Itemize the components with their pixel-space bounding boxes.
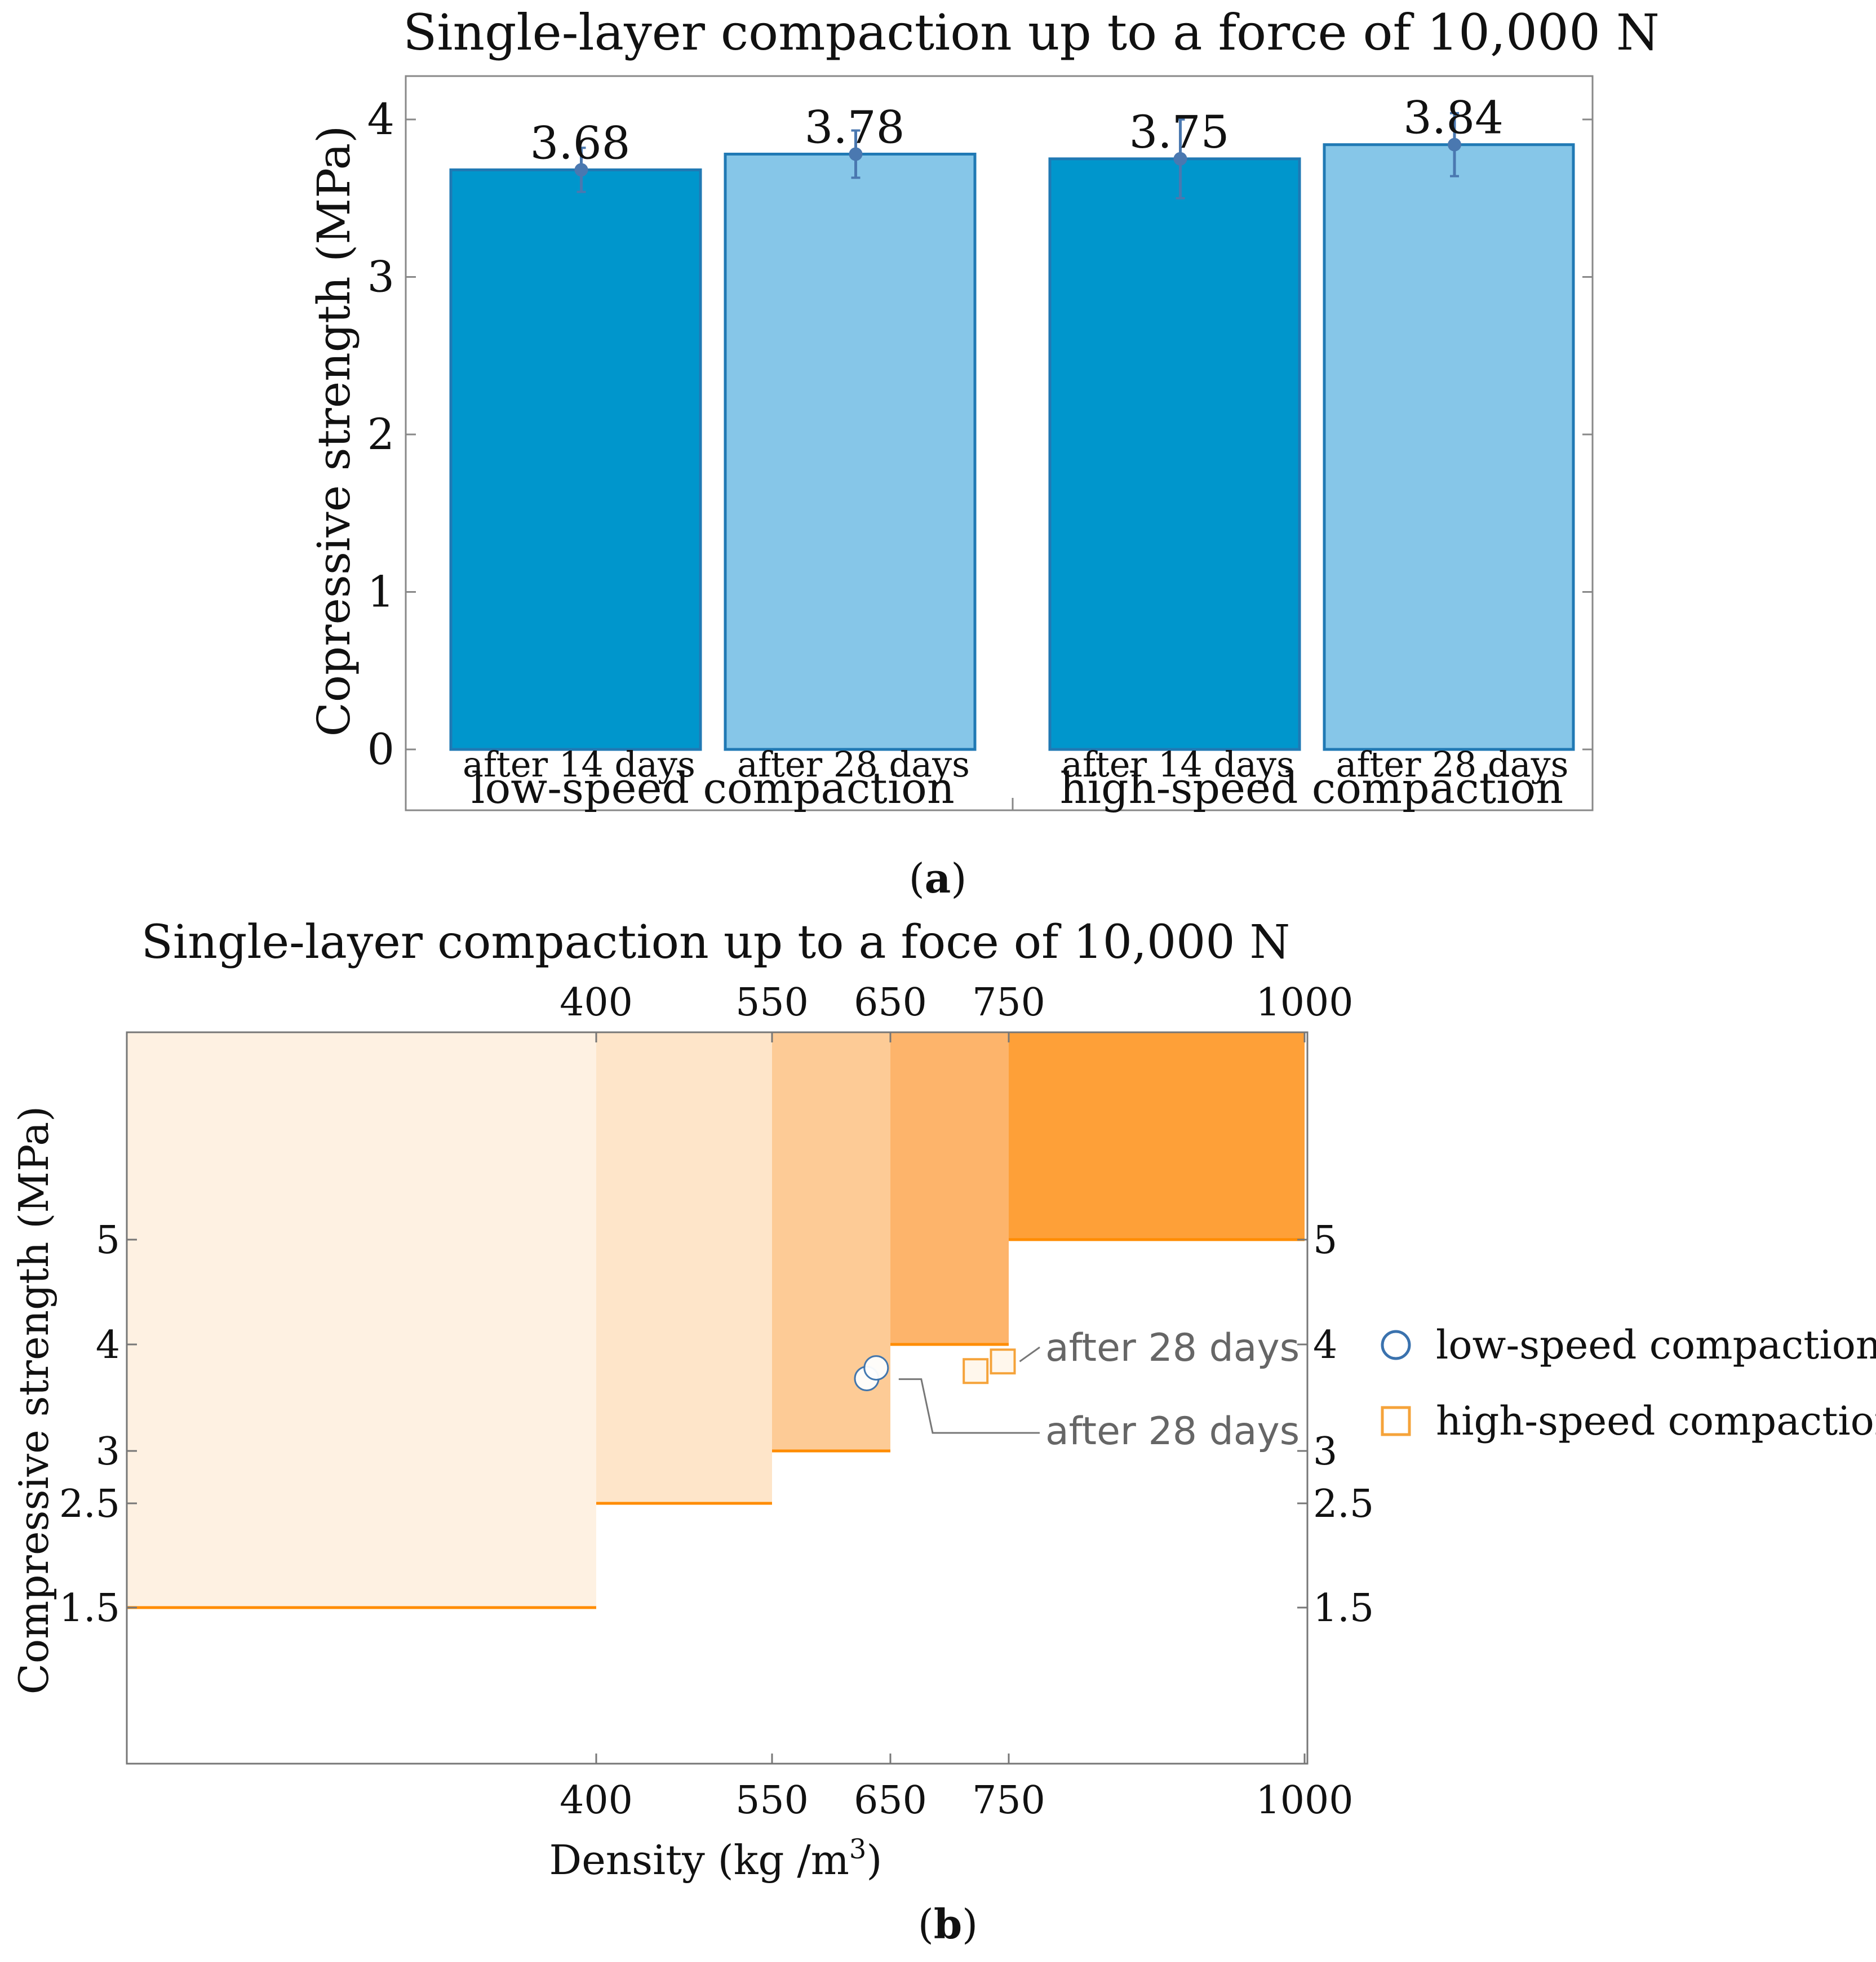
group-label: low-speed compaction — [471, 763, 955, 813]
panel-b-x-tick-label: 1000 — [1256, 1778, 1353, 1823]
panel-b-y-tick-label-right: 2.5 — [1313, 1482, 1374, 1526]
panel-b-annotations: after 28 days after 28 days — [898, 1326, 1300, 1454]
panel-a-bar-chart: Single-layer compaction up to a force of… — [308, 3, 1660, 902]
panel-a-caption: (a) — [909, 854, 967, 902]
panel-b-y-tick-label-right: 4 — [1313, 1323, 1337, 1368]
panel-b-y-tick-label: 4 — [96, 1323, 120, 1368]
panel-b-caption-letter: b — [934, 1900, 962, 1948]
bar-value-label: 3.84 — [1403, 92, 1504, 144]
panel-b-x-tick-label-top: 550 — [735, 980, 809, 1025]
panel-b-x-tick-label: 400 — [560, 1778, 633, 1823]
bar-low-speed-28-days — [724, 152, 977, 751]
panel-b-title: Single-layer compaction up to a foce of … — [141, 916, 1290, 969]
panel-b-x-tick-label-top: 1000 — [1256, 980, 1353, 1025]
panel-b-y-tick-label: 1.5 — [59, 1586, 120, 1631]
bar-value-label: 3.78 — [804, 101, 904, 153]
panel-b-x-axis-label: Density (kg /m3) — [549, 1834, 882, 1884]
panel-a-y-tick-label: 2 — [367, 409, 394, 459]
group-label: high-speed compaction — [1060, 763, 1563, 813]
panel-b-x-axis-label-main: Density (kg /m — [549, 1836, 849, 1884]
panel-a-title: Single-layer compaction up to a force of… — [403, 3, 1660, 61]
legend-entry-label: high-speed compaction — [1436, 1398, 1876, 1444]
bar-low-speed-14-days — [449, 168, 702, 751]
mean-point — [574, 163, 588, 177]
panel-a-y-ticks: 0 1 2 3 4 — [367, 94, 1593, 774]
bar-high-speed-28-days — [1323, 143, 1575, 751]
high-speed-point — [990, 1348, 1016, 1375]
panel-a-bars — [449, 112, 1575, 751]
panel-b-y-tick-label-right: 1.5 — [1313, 1586, 1374, 1631]
bar-high-speed-14-days — [1048, 157, 1301, 751]
panel-a-y-tick-label: 0 — [367, 724, 394, 774]
annotation-leader-line — [1019, 1346, 1040, 1362]
panel-a-caption-letter: a — [925, 854, 951, 902]
panel-b-frame — [126, 1031, 1309, 1765]
panel-b-y-axis-label: Compressive strength (MPa) — [10, 1106, 57, 1695]
panel-b-y-tick-label-right: 5 — [1313, 1218, 1337, 1263]
panel-b-x-axis-label-suffix: ) — [866, 1836, 882, 1884]
panel-a-frame — [405, 75, 1594, 811]
legend-entry-label: low-speed compaction — [1436, 1322, 1876, 1368]
panel-b-y-tick-label: 3 — [96, 1430, 120, 1474]
density-region-4 — [890, 1032, 1009, 1344]
density-region-1 — [127, 1032, 596, 1608]
panel-a-y-tick-label: 1 — [367, 567, 394, 617]
panel-b-x-tick-label-top: 650 — [854, 980, 927, 1025]
panel-b-ticks: 400 400 550 550 650 650 750 750 1000 1000 1.5 1.5 2.… — [59, 980, 1374, 1823]
point-annotation: after 28 days — [1045, 1326, 1300, 1370]
mean-point — [1173, 152, 1187, 166]
panel-a-y-tick-label: 3 — [367, 252, 394, 302]
panel-b-density-regions — [127, 1032, 1305, 1609]
annotation-leader-line — [898, 1378, 1040, 1434]
panel-b-y-tick-label: 5 — [96, 1218, 120, 1263]
mean-point — [849, 147, 863, 161]
point-annotation: after 28 days — [1045, 1409, 1300, 1454]
panel-a-y-axis-label: Copressive strength (MPa) — [308, 126, 360, 737]
panel-b-legend: low-speed compaction high-speed compactio… — [1381, 1322, 1876, 1444]
panel-b-x-tick-label-top: 750 — [972, 980, 1045, 1025]
panel-b-caption: (b) — [918, 1900, 978, 1948]
panel-b-x-tick-label: 550 — [735, 1778, 809, 1823]
panel-a-y-tick-label: 4 — [367, 94, 394, 144]
panel-b-plot-frame — [126, 1031, 1309, 1765]
bar-category-label: after 28 days — [1336, 744, 1569, 785]
legend-circle-marker — [1381, 1330, 1411, 1360]
panel-b-threshold-chart: Single-layer compaction up to a foce of … — [10, 916, 1876, 1948]
bar-category-label: after 14 days — [463, 744, 695, 785]
panel-b-x-axis-label-superscript: 3 — [849, 1834, 867, 1865]
bar-category-label: after 14 days — [1062, 744, 1294, 785]
high-speed-point — [963, 1358, 989, 1384]
panel-b-y-tick-label: 2.5 — [59, 1482, 120, 1526]
panel-a-plot-frame — [405, 75, 1594, 811]
low-speed-point — [863, 1355, 889, 1381]
legend-square-marker — [1381, 1406, 1411, 1436]
bar-category-label: after 28 days — [737, 744, 970, 785]
panel-b-x-tick-label: 650 — [854, 1778, 927, 1823]
bar-value-label: 3.75 — [1129, 106, 1229, 158]
bar-value-label: 3.68 — [530, 117, 630, 169]
mean-point — [1448, 137, 1461, 152]
panel-b-y-tick-label-right: 3 — [1313, 1430, 1337, 1474]
density-region-5 — [1009, 1032, 1305, 1240]
density-region-2 — [596, 1032, 772, 1503]
panel-b-points — [854, 1348, 1016, 1391]
panel-b-x-tick-label: 750 — [972, 1778, 1045, 1823]
panel-b-x-tick-label-top: 400 — [560, 980, 633, 1025]
